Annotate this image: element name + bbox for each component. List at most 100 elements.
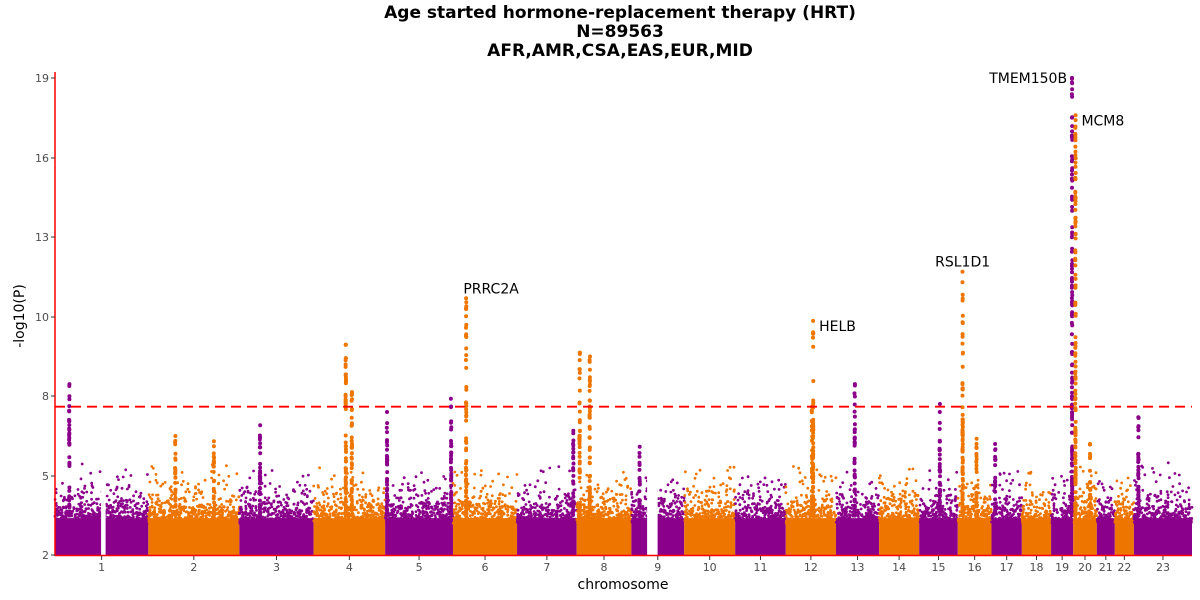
snp-point (422, 511, 426, 515)
snp-point (382, 491, 385, 495)
snp-point (287, 497, 291, 501)
snp-point (563, 521, 567, 524)
snp-point (147, 519, 151, 523)
snp-point (207, 521, 210, 524)
snp-point (806, 486, 810, 490)
snp-point (359, 515, 363, 519)
snp-point (434, 486, 438, 490)
snp-point (75, 508, 79, 512)
snp-point (391, 484, 395, 487)
snp-point (481, 512, 485, 516)
snp-point (761, 507, 764, 511)
snp-point (604, 521, 607, 525)
snp-point (326, 496, 330, 500)
snp-point (171, 518, 174, 522)
snp-point (497, 517, 501, 521)
chromosome-8-points (575, 470, 633, 555)
snp-point (661, 501, 665, 505)
snp-point (161, 482, 165, 486)
snp-point (718, 516, 722, 520)
snp-point (832, 511, 836, 515)
snp-point (735, 514, 738, 518)
snp-point (512, 516, 516, 519)
snp-point (848, 515, 852, 519)
snp-point (632, 504, 636, 507)
snp-point (536, 509, 540, 513)
snp-point (114, 500, 117, 503)
snp-point (305, 487, 309, 491)
snp-point (533, 506, 537, 510)
snp-point (268, 506, 271, 510)
snp-point (403, 510, 407, 514)
snp-point (600, 513, 604, 517)
snp-point (85, 507, 88, 511)
snp-point (318, 466, 321, 470)
snp-point (239, 499, 243, 502)
snp-point (857, 518, 860, 522)
snp-point (659, 516, 663, 520)
snp-point (312, 510, 316, 513)
snp-point (547, 508, 551, 512)
snp-point (817, 489, 821, 492)
snp-point (605, 490, 608, 494)
snp-point (412, 488, 415, 492)
snp-point (370, 494, 374, 497)
snp-point (124, 468, 128, 472)
snp-point (786, 502, 790, 506)
snp-point (801, 519, 805, 522)
snp-point (396, 517, 399, 521)
snp-point (593, 487, 597, 491)
snp-point (284, 512, 287, 516)
snp-point (179, 510, 183, 514)
snp-point (423, 489, 427, 493)
snp-point (901, 489, 905, 493)
snp-point (444, 477, 447, 481)
snp-point (79, 501, 83, 505)
snp-point (694, 493, 697, 497)
snp-point (237, 495, 241, 499)
snp-point (706, 513, 710, 516)
snp-point (746, 506, 750, 509)
snp-point (890, 504, 894, 508)
snp-point (333, 503, 337, 507)
snp-point (326, 502, 330, 506)
snp-point (351, 476, 355, 479)
snp-point (83, 503, 87, 506)
snp-point (545, 519, 549, 522)
snp-point (364, 501, 367, 505)
snp-point (744, 514, 748, 518)
snp-point (279, 519, 283, 523)
snp-point (472, 495, 476, 499)
snp-point (170, 515, 174, 519)
snp-point (800, 504, 803, 508)
snp-point (277, 509, 281, 513)
snp-point (239, 505, 243, 509)
snp-point (833, 515, 837, 518)
snp-point (401, 500, 405, 504)
snp-point (792, 465, 795, 468)
snp-point (453, 501, 457, 505)
snp-point (110, 520, 114, 524)
snp-point (254, 490, 258, 494)
snp-point (369, 516, 373, 519)
snp-point (661, 509, 665, 512)
snp-point (144, 519, 148, 523)
snp-point (552, 520, 555, 524)
snp-point (312, 484, 316, 488)
snp-point (438, 487, 442, 490)
snp-point (254, 498, 257, 502)
snp-point (453, 492, 457, 496)
snp-point (491, 506, 495, 510)
snp-point (95, 521, 99, 525)
snp-point (563, 492, 567, 496)
snp-point (186, 482, 190, 485)
snp-point (112, 492, 116, 495)
snp-point (441, 497, 445, 501)
snp-point (669, 503, 673, 507)
snp-point (361, 495, 364, 499)
snp-point (231, 517, 235, 520)
snp-point (263, 506, 266, 510)
snp-point (317, 485, 320, 489)
snp-point (203, 511, 207, 515)
snp-point (289, 521, 293, 525)
